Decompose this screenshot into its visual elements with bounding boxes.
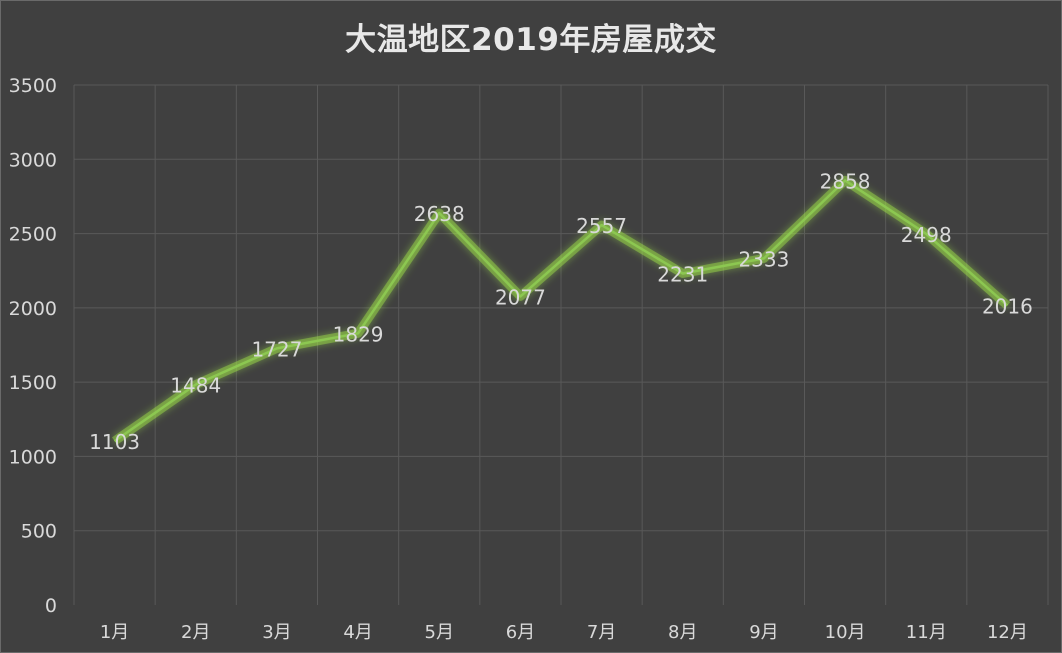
y-tick-label: 3000 <box>9 149 57 171</box>
x-tick-label: 12月 <box>987 622 1028 643</box>
x-tick-label: 7月 <box>587 622 616 643</box>
x-tick-label: 3月 <box>262 622 291 643</box>
y-tick-label: 0 <box>45 595 57 617</box>
x-tick-label: 11月 <box>906 622 947 643</box>
data-label: 2638 <box>414 202 465 226</box>
series-line-path <box>113 179 1009 443</box>
x-tick-label: 2月 <box>181 622 210 643</box>
x-tick-label: 8月 <box>668 622 697 643</box>
y-tick-label: 2500 <box>9 224 57 246</box>
data-label: 2016 <box>982 294 1033 318</box>
x-tick-label: 5月 <box>425 622 454 643</box>
data-label: 2498 <box>901 223 952 247</box>
y-tick-label: 2000 <box>9 298 57 320</box>
data-label: 2858 <box>820 169 871 193</box>
data-labels: 1103 1484 1727 1829 2638 2077 2557 2231 2333 2858… <box>89 169 1033 454</box>
chart-title: 大温地区2019年房屋成交 <box>345 22 717 58</box>
data-label: 1829 <box>333 322 384 346</box>
gridlines <box>73 84 1049 605</box>
data-label: 1484 <box>170 374 221 398</box>
data-label: 1103 <box>89 430 140 454</box>
y-tick-label: 1500 <box>9 372 57 394</box>
data-label: 2333 <box>738 247 789 271</box>
x-tick-label: 4月 <box>343 622 372 643</box>
x-tick-label: 1月 <box>100 622 129 643</box>
y-tick-label: 1000 <box>9 446 57 468</box>
data-label: 2557 <box>576 214 627 238</box>
data-label: 2077 <box>495 285 546 309</box>
y-tick-label: 3500 <box>9 75 57 97</box>
data-label: 2231 <box>657 263 708 287</box>
x-tick-label: 9月 <box>749 622 778 643</box>
x-axis: 1月 2月 3月 4月 5月 6月 7月 8月 9月 10月 11月 12月 <box>100 622 1028 643</box>
x-tick-label: 10月 <box>825 622 866 643</box>
x-tick-label: 6月 <box>506 622 535 643</box>
data-label: 1727 <box>251 337 302 361</box>
series-line <box>112 175 1011 445</box>
y-axis: 0 500 1000 1500 2000 2500 3000 3500 <box>9 75 57 617</box>
y-tick-label: 500 <box>21 521 57 543</box>
